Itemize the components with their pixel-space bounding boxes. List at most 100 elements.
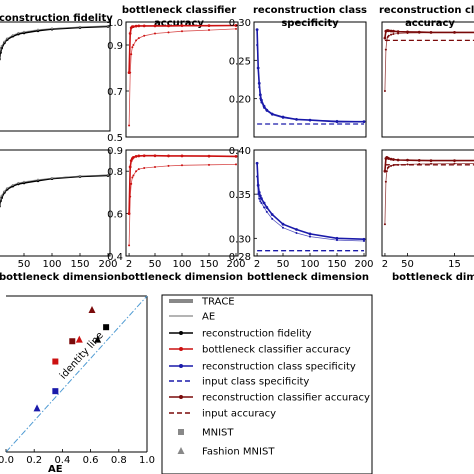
y-tick-label: 0.40 bbox=[229, 146, 251, 157]
scatter-point-triangle bbox=[75, 335, 83, 343]
data-point bbox=[265, 109, 268, 112]
legend-item: bottleneck classifier accuracy bbox=[169, 345, 351, 356]
x-axis-label: bottleneck dimension bbox=[121, 272, 243, 283]
data-point bbox=[392, 29, 395, 33]
series-line-trace bbox=[0, 25, 109, 62]
data-point bbox=[260, 202, 263, 204]
data-point bbox=[154, 32, 156, 35]
legend-item: reconstruction class specificity bbox=[169, 362, 356, 373]
legend-label: AE bbox=[202, 312, 215, 323]
panel-title: specificity bbox=[281, 18, 339, 29]
data-point bbox=[453, 159, 456, 163]
data-point bbox=[235, 163, 237, 166]
data-point bbox=[417, 158, 421, 162]
legend: TRACE AE reconstruction fidelity bottleneck… bbox=[161, 294, 373, 474]
y-tick-label: 0.25 bbox=[229, 56, 251, 67]
data-point bbox=[128, 32, 132, 35]
data-point bbox=[131, 176, 134, 179]
y-tick-label: 0.35 bbox=[229, 190, 251, 201]
series-line-ae bbox=[0, 25, 109, 54]
data-point bbox=[3, 190, 6, 193]
data-point bbox=[131, 46, 134, 49]
data-point bbox=[132, 174, 135, 177]
data-point bbox=[154, 165, 156, 168]
data-point bbox=[37, 28, 39, 31]
x-axis-label: bottleneck dimension bbox=[247, 272, 369, 283]
data-point bbox=[258, 86, 261, 89]
y-tick-label: 0.9 bbox=[107, 146, 123, 157]
scatter-point-square bbox=[103, 324, 110, 331]
data-point bbox=[128, 124, 131, 127]
legend-label: MNIST bbox=[202, 428, 234, 439]
panel-title: accuracy bbox=[405, 18, 455, 29]
data-point bbox=[418, 31, 421, 34]
series-line-trace bbox=[0, 174, 109, 208]
data-point bbox=[137, 24, 141, 28]
data-point bbox=[397, 32, 400, 35]
legend-swatch-marker bbox=[179, 331, 183, 335]
legend-label: reconstruction fidelity bbox=[202, 329, 312, 340]
panel-frame bbox=[381, 149, 474, 257]
x-tick-label: 2 bbox=[382, 259, 388, 270]
y-tick-label: 0.7 bbox=[107, 87, 123, 98]
data-point bbox=[181, 164, 183, 167]
data-point bbox=[257, 193, 260, 196]
data-point bbox=[389, 157, 393, 161]
data-point bbox=[0, 51, 2, 54]
scatter-point-triangle bbox=[94, 335, 102, 343]
data-point bbox=[295, 228, 298, 231]
series-group bbox=[383, 29, 474, 92]
legend-item: Fashion MNIST bbox=[177, 447, 275, 458]
data-point bbox=[263, 106, 266, 109]
data-point bbox=[336, 119, 338, 122]
panel-4: reconstruction cla accuracy bbox=[379, 5, 474, 138]
series-line-ae bbox=[256, 176, 365, 242]
scatter-point-square bbox=[52, 358, 59, 365]
data-point bbox=[130, 182, 133, 185]
data-point bbox=[282, 116, 284, 119]
x-tick-label: 2 bbox=[126, 259, 132, 270]
panel-title: reconstruction class bbox=[253, 5, 367, 16]
y-tick-label: 0.30 bbox=[229, 18, 251, 29]
data-point bbox=[387, 29, 391, 33]
data-point bbox=[385, 170, 388, 173]
data-point bbox=[6, 187, 9, 190]
data-point bbox=[259, 97, 262, 100]
data-point bbox=[265, 210, 268, 213]
data-point bbox=[11, 183, 14, 186]
legend-swatch-marker bbox=[179, 364, 183, 368]
legend-item: input accuracy bbox=[169, 409, 276, 420]
data-point bbox=[309, 119, 311, 122]
data-point bbox=[135, 170, 138, 173]
data-point bbox=[17, 31, 20, 34]
data-point bbox=[430, 31, 432, 34]
data-point bbox=[265, 206, 269, 209]
legend-box bbox=[161, 294, 373, 474]
panel-title: bottleneck classifier bbox=[122, 5, 236, 16]
scatter-point-square bbox=[69, 338, 76, 345]
legend-label: Fashion MNIST bbox=[202, 447, 275, 458]
data-point bbox=[0, 197, 2, 200]
data-point bbox=[153, 24, 157, 28]
y-tick-label: 0.5 bbox=[107, 133, 123, 144]
data-point bbox=[234, 154, 238, 158]
series-line-ae bbox=[0, 174, 109, 203]
y-tick-label: 0.20 bbox=[229, 95, 251, 106]
series-group bbox=[127, 24, 238, 127]
data-point bbox=[79, 25, 81, 28]
data-point bbox=[11, 34, 14, 37]
data-point bbox=[134, 154, 138, 158]
x-tick-label: 0.8 bbox=[111, 455, 127, 466]
legend-item: AE bbox=[169, 312, 215, 323]
data-point bbox=[256, 44, 259, 46]
data-point bbox=[383, 169, 387, 173]
data-point bbox=[135, 39, 138, 42]
data-point bbox=[235, 27, 237, 30]
panel-8: 2 50 15 bottleneck dimension bbox=[381, 149, 474, 283]
data-point bbox=[406, 32, 409, 35]
data-point bbox=[3, 40, 6, 43]
x-tick-label: 1.0 bbox=[139, 455, 155, 466]
panel-2: bottleneck classifier accuracy 1.0 0.9 0.7 0.… bbox=[107, 5, 239, 144]
data-point bbox=[137, 154, 141, 158]
